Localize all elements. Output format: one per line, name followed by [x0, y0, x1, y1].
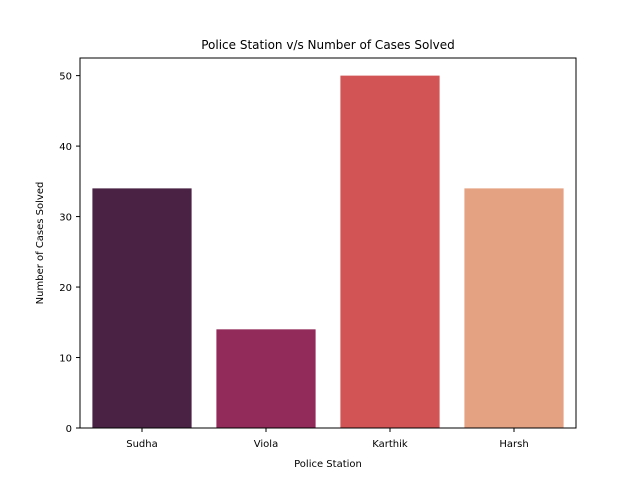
- y-tick-label-10: 10: [59, 354, 72, 365]
- y-tick-label-0: 0: [66, 424, 72, 435]
- x-tick-label-harsh: Harsh: [499, 439, 528, 450]
- bar-harsh: [464, 188, 564, 428]
- x-tick-label-sudha: Sudha: [126, 439, 158, 450]
- chart-title: Police Station v/s Number of Cases Solve…: [201, 38, 455, 52]
- y-tick-label-50: 50: [59, 72, 72, 83]
- x-axis-label: Police Station: [294, 459, 362, 470]
- y-tick-label-40: 40: [59, 142, 72, 153]
- plot-frame: [79, 57, 577, 429]
- y-axis-label: Number of Cases Solved: [35, 182, 46, 305]
- x-tick-label-karthik: Karthik: [372, 439, 408, 450]
- bars-group: [92, 75, 564, 428]
- y-tick-label-30: 30: [59, 213, 72, 224]
- y-axis-ticks: 0 10 20 30 40 50: [59, 72, 80, 435]
- x-tick-label-viola: Viola: [254, 439, 278, 450]
- bar-viola: [216, 329, 316, 428]
- bar-karthik: [340, 75, 440, 428]
- bar-sudha: [92, 188, 192, 428]
- x-axis-ticks: Sudha Viola Karthik Harsh: [126, 428, 529, 450]
- y-tick-label-20: 20: [59, 283, 72, 294]
